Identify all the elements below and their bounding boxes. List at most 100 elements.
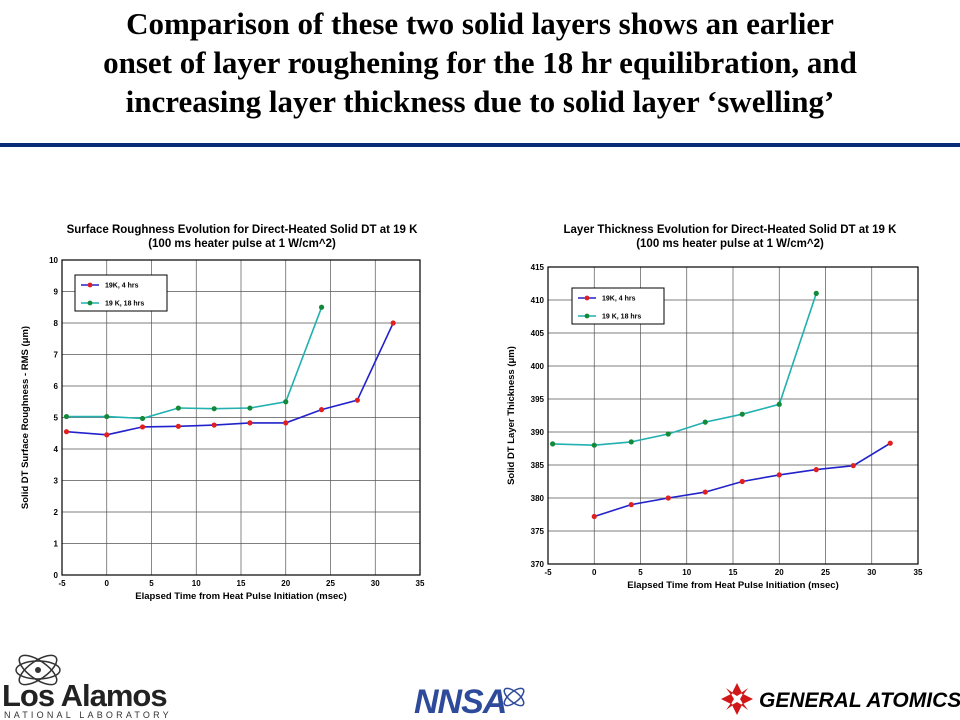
x-tick-label: 0 bbox=[592, 568, 597, 577]
x-tick-label: -5 bbox=[58, 579, 66, 588]
y-tick-label: 3 bbox=[54, 477, 59, 486]
data-point-18hr bbox=[247, 405, 253, 411]
y-tick-label: 390 bbox=[531, 428, 545, 437]
chart-title: Surface Roughness Evolution for Direct-H… bbox=[67, 224, 419, 236]
data-point-4hr bbox=[247, 420, 253, 426]
series-line-18hr bbox=[552, 293, 818, 447]
y-tick-label: 0 bbox=[54, 571, 59, 580]
legend-marker-18hr bbox=[87, 300, 93, 306]
legend-entry-4hr: 19K, 4 hrs bbox=[105, 283, 139, 290]
x-tick-label: 25 bbox=[821, 568, 830, 577]
data-point-4hr bbox=[813, 467, 819, 473]
data-point-18hr bbox=[591, 442, 597, 448]
x-tick-label: 5 bbox=[149, 579, 154, 588]
legend-entry-18hr: 19 K, 18 hrs bbox=[105, 301, 144, 308]
data-point-4hr bbox=[139, 424, 146, 430]
series-line-4hr bbox=[66, 322, 394, 436]
general-atomics-wordmark: GENERAL ATOMICS bbox=[759, 689, 960, 712]
data-point-18hr bbox=[702, 419, 708, 425]
nnsa-logo: NNSA bbox=[414, 683, 525, 720]
data-point-4hr bbox=[739, 478, 745, 485]
x-tick-label: 15 bbox=[237, 579, 246, 588]
legend-marker-4hr bbox=[584, 295, 590, 301]
y-tick-label: 6 bbox=[54, 382, 59, 391]
thickness-chart: Layer Thickness Evolution for Direct-Hea… bbox=[506, 224, 923, 591]
x-tick-label: -5 bbox=[544, 568, 552, 577]
data-point-4hr bbox=[354, 397, 360, 403]
y-tick-label: 400 bbox=[531, 362, 545, 371]
x-tick-label: 5 bbox=[638, 568, 643, 577]
x-tick-label: 15 bbox=[729, 568, 738, 577]
x-tick-label: 30 bbox=[867, 568, 876, 577]
y-tick-label: 415 bbox=[531, 263, 545, 272]
data-point-4hr bbox=[104, 432, 110, 438]
y-tick-label: 410 bbox=[531, 296, 545, 305]
y-tick-label: 370 bbox=[531, 560, 545, 569]
data-point-18hr bbox=[63, 413, 70, 420]
slide-title-line-3: increasing layer thickness due to solid … bbox=[125, 84, 835, 119]
x-tick-label: 20 bbox=[775, 568, 784, 577]
y-tick-label: 5 bbox=[54, 414, 59, 423]
title-divider bbox=[0, 143, 960, 147]
data-point-18hr bbox=[283, 399, 289, 405]
x-tick-label: 20 bbox=[281, 579, 290, 588]
data-point-18hr bbox=[665, 431, 671, 437]
general-atomics-logo: GENERAL ATOMICS bbox=[721, 683, 960, 715]
series-line-18hr bbox=[66, 307, 323, 420]
y-tick-label: 375 bbox=[531, 527, 545, 536]
data-point-18hr bbox=[318, 304, 325, 310]
plot-frame bbox=[547, 266, 919, 565]
chart-title: Layer Thickness Evolution for Direct-Hea… bbox=[564, 224, 898, 236]
data-point-4hr bbox=[628, 502, 634, 508]
data-point-4hr bbox=[850, 463, 856, 469]
y-tick-label: 395 bbox=[531, 395, 545, 404]
x-tick-label: 35 bbox=[416, 579, 425, 588]
data-point-4hr bbox=[318, 407, 325, 413]
general-atomics-emblem-icon bbox=[721, 683, 753, 715]
data-point-18hr bbox=[211, 406, 217, 412]
los-alamos-logo: Los Alamos NATIONAL LABORATORY bbox=[2, 654, 172, 720]
roughness-chart: Surface Roughness Evolution for Direct-H… bbox=[20, 224, 425, 602]
x-axis-label: Elapsed Time from Heat Pulse Initiation … bbox=[135, 591, 347, 602]
y-tick-label: 405 bbox=[531, 329, 545, 338]
data-point-18hr bbox=[550, 441, 556, 447]
data-point-18hr bbox=[776, 401, 782, 407]
data-point-18hr bbox=[139, 415, 146, 422]
data-point-4hr bbox=[175, 423, 181, 429]
y-tick-label: 7 bbox=[54, 351, 59, 360]
chart-subtitle: (100 ms heater pulse at 1 W/cm^2) bbox=[636, 238, 824, 250]
data-point-4hr bbox=[211, 422, 217, 428]
slide-title-line-1: Comparison of these two solid layers sho… bbox=[126, 6, 834, 41]
y-tick-label: 2 bbox=[54, 508, 59, 517]
x-axis-label: Elapsed Time from Heat Pulse Initiation … bbox=[627, 580, 839, 591]
data-point-18hr bbox=[739, 411, 745, 417]
data-point-18hr bbox=[813, 290, 819, 296]
data-point-4hr bbox=[887, 440, 893, 446]
y-axis-label: Solid DT Layer Thickness (μm) bbox=[506, 346, 517, 485]
plot-frame bbox=[61, 259, 421, 576]
data-point-4hr bbox=[390, 320, 396, 326]
x-tick-label: 30 bbox=[371, 579, 380, 588]
data-point-4hr bbox=[63, 429, 70, 435]
x-tick-label: 10 bbox=[682, 568, 691, 577]
y-tick-label: 380 bbox=[531, 494, 545, 503]
legend-marker-4hr bbox=[87, 282, 93, 288]
x-tick-label: 25 bbox=[326, 579, 335, 588]
data-point-18hr bbox=[175, 405, 181, 411]
data-point-4hr bbox=[776, 472, 782, 478]
x-tick-label: 35 bbox=[914, 568, 923, 577]
los-alamos-wordmark: Los Alamos bbox=[2, 678, 167, 713]
legend-entry-4hr: 19K, 4 hrs bbox=[602, 296, 636, 303]
los-alamos-subtitle: NATIONAL LABORATORY bbox=[4, 710, 172, 720]
slide-title-line-2: onset of layer roughening for the 18 hr … bbox=[103, 45, 857, 80]
y-tick-label: 4 bbox=[54, 445, 59, 454]
y-axis-label: Solid DT Surface Roughness - RMS (μm) bbox=[20, 326, 31, 509]
x-tick-label: 0 bbox=[105, 579, 110, 588]
data-point-4hr bbox=[702, 489, 708, 495]
legend-entry-18hr: 19 K, 18 hrs bbox=[602, 314, 641, 321]
y-tick-label: 385 bbox=[531, 461, 545, 470]
data-point-18hr bbox=[628, 439, 634, 445]
x-tick-label: 10 bbox=[192, 579, 201, 588]
slide-title: Comparison of these two solid layers sho… bbox=[0, 4, 960, 121]
y-tick-label: 10 bbox=[49, 256, 58, 265]
